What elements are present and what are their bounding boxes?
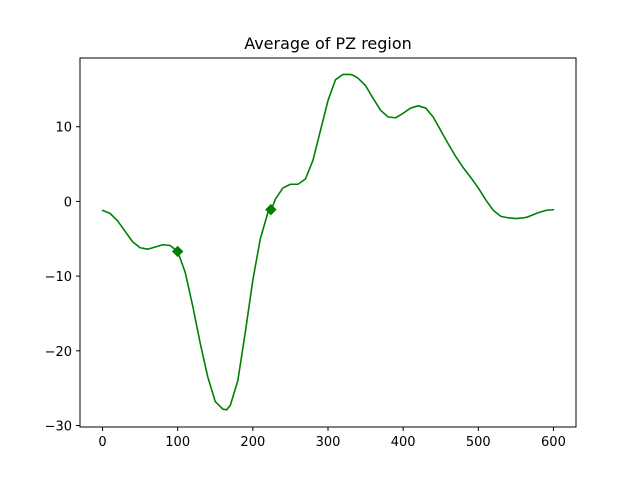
x-tick-label: 500 (466, 435, 491, 450)
y-tick-label: −10 (45, 270, 72, 285)
plot-area (101, 73, 555, 411)
series-line-0 (101, 73, 555, 411)
diamond-marker-0 (171, 245, 184, 258)
y-tick-label: −20 (45, 345, 72, 360)
x-tick-label: 100 (165, 435, 190, 450)
x-tick-label: 400 (391, 435, 416, 450)
chart-title: Average of PZ region (244, 34, 412, 53)
x-tick-label: 200 (240, 435, 265, 450)
axes: 0 100 200 300 400 500 600 −30 −20 −10 0 10 (45, 57, 577, 450)
y-tick-label: 10 (55, 121, 72, 136)
x-tick-label: 0 (98, 435, 106, 450)
y-tick-label: 0 (64, 195, 72, 210)
diamond-marker-1 (265, 203, 277, 216)
y-tick-label: −30 (45, 420, 72, 435)
x-tick-label: 600 (541, 435, 566, 450)
x-tick-label: 300 (316, 435, 341, 450)
